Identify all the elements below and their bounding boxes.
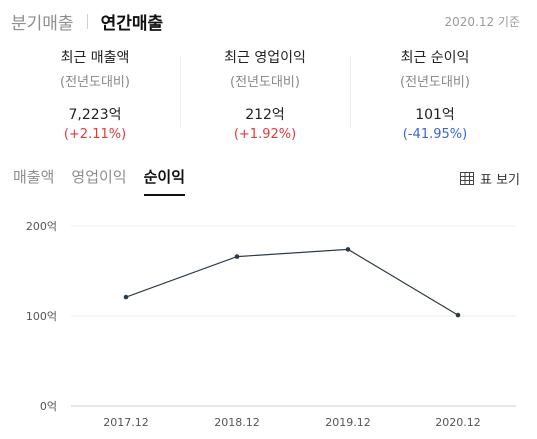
tab-quarterly-sales[interactable]: 분기매출 xyxy=(11,14,74,34)
y-tick-label: 200억 xyxy=(26,220,57,233)
summary-title: 최근 매출액 xyxy=(60,50,130,66)
summary-subtitle: (전년도대비) xyxy=(400,75,470,90)
summary-recent-sales: 최근 매출액 (전년도대비) 7,223억 (+2.11%) xyxy=(10,44,180,142)
tab-divider xyxy=(86,14,88,29)
summary-title: 최근 순이익 xyxy=(400,50,470,66)
table-view-label: 표 보기 xyxy=(479,173,520,188)
data-point xyxy=(455,312,461,318)
tab-net-income[interactable]: 순이익 xyxy=(143,166,186,196)
summary-value: 212억 xyxy=(245,107,285,123)
summary-change: (+2.11%) xyxy=(63,127,127,142)
summary-recent-net-income: 최근 순이익 (전년도대비) 101억 (-41.95%) xyxy=(350,44,520,142)
y-tick-label: 0억 xyxy=(40,400,57,413)
data-point xyxy=(345,247,351,252)
metric-tabs: 매출액 영업이익 순이익 xyxy=(13,166,202,196)
summary-subtitle: (전년도대비) xyxy=(230,75,300,90)
period-tabs: 분기매출 연간매출 xyxy=(11,9,163,34)
summary-subtitle: (전년도대비) xyxy=(60,75,130,90)
x-tick-label: 2017.12 xyxy=(103,416,149,429)
summary-title: 최근 영업이익 xyxy=(224,50,306,66)
summary-change: (-41.95%) xyxy=(402,127,468,142)
data-point xyxy=(234,254,240,259)
summary-panel: 최근 매출액 (전년도대비) 7,223억 (+2.11%) 최근 영업이익 (… xyxy=(10,44,520,142)
summary-value: 101억 xyxy=(415,107,455,123)
summary-recent-operating-profit: 최근 영업이익 (전년도대비) 212억 (+1.92%) xyxy=(180,44,350,142)
tab-sales[interactable]: 매출액 xyxy=(13,168,55,186)
summary-change: (+1.92%) xyxy=(233,127,297,142)
table-icon xyxy=(459,172,474,185)
data-point xyxy=(123,294,129,300)
tab-annual-sales[interactable]: 연간매출 xyxy=(100,14,164,34)
x-tick-label: 2018.12 xyxy=(214,416,260,429)
basis-date: 2020.12 기준 xyxy=(444,15,520,29)
summary-value: 7,223억 xyxy=(68,107,122,123)
x-tick-label: 2020.12 xyxy=(435,416,481,429)
y-tick-label: 100억 xyxy=(26,310,57,323)
x-tick-label: 2019.12 xyxy=(325,416,371,429)
series-line xyxy=(125,248,459,316)
tab-operating-profit[interactable]: 영업이익 xyxy=(71,168,127,186)
table-view-button[interactable]: 표 보기 xyxy=(459,169,520,188)
